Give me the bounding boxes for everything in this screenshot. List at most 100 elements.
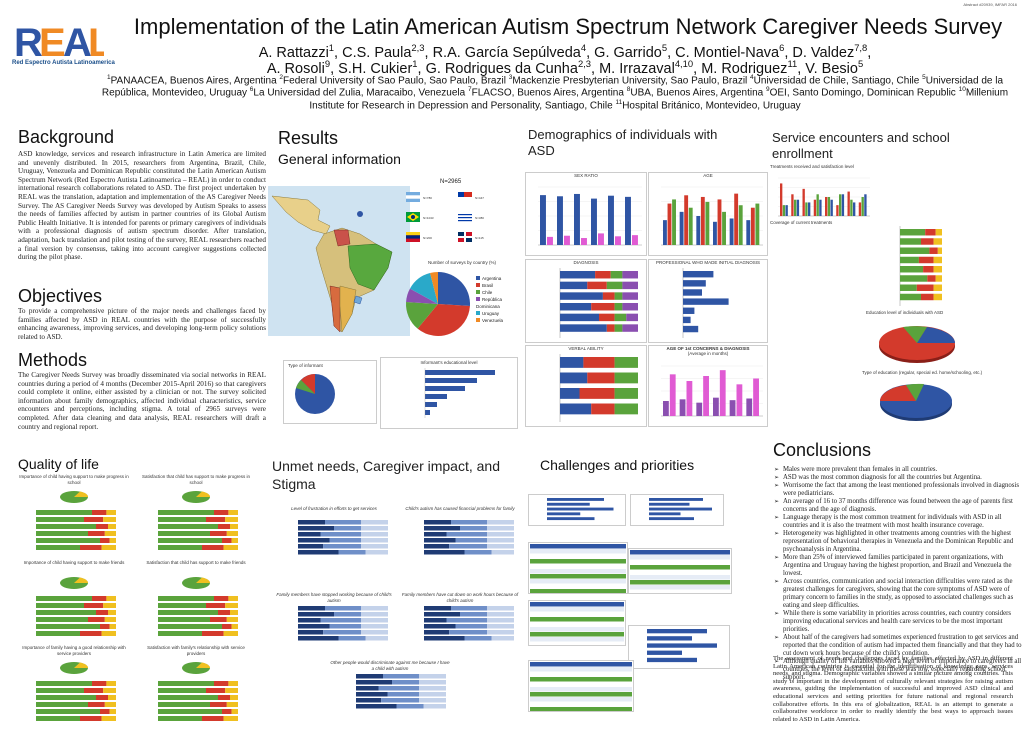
qol-bar	[158, 517, 206, 522]
qol-bar	[158, 538, 222, 543]
unmet-bar	[423, 704, 446, 709]
qol-bar	[36, 617, 88, 622]
unmet-bar	[455, 624, 487, 629]
bar	[861, 197, 864, 216]
qol-chart-title: Importance of child having support to ma…	[19, 474, 129, 485]
conclusion-item: ASD was the most common diagnosis for al…	[774, 474, 1023, 482]
qol-bar	[106, 596, 116, 601]
author-name: A. Rosoli	[266, 60, 325, 77]
bar	[598, 233, 604, 245]
bar	[632, 235, 638, 245]
logo-caption: Red Espectro Autista Latinoamerica	[12, 60, 115, 66]
qol-bar	[226, 617, 238, 622]
age-title: AGE	[703, 173, 713, 178]
author-affiliation-number: 7,8	[854, 42, 868, 53]
bar-segment	[614, 313, 627, 322]
table-row	[530, 544, 626, 549]
bar	[581, 238, 587, 245]
unmet-bar	[378, 686, 419, 691]
svg-text:N=115: N=115	[475, 236, 484, 240]
table-row	[630, 585, 730, 590]
unmet-bar	[424, 612, 460, 617]
unmet-chart: Child's autism has caused financial prob…	[398, 506, 522, 568]
unmet-chart: Other people would discriminate against …	[330, 660, 450, 722]
bar-segment	[560, 357, 584, 368]
challenge-bar	[649, 502, 690, 506]
informant-type-pie	[295, 374, 335, 414]
legend-item: Uruguay	[476, 310, 526, 317]
qol-pie-slice	[196, 662, 211, 668]
unmet-bar	[460, 612, 487, 617]
bar-segment	[560, 313, 599, 322]
qol-bar	[106, 510, 116, 515]
qol-bar	[214, 681, 229, 686]
bar-segment	[591, 403, 615, 415]
bar	[705, 201, 710, 245]
bar-segment	[683, 307, 695, 314]
bar-segment	[606, 324, 615, 332]
bar-segment	[614, 403, 638, 415]
bar	[574, 193, 580, 245]
unmet-bar	[323, 630, 361, 635]
qol-bar	[109, 538, 116, 543]
bar	[827, 197, 831, 216]
qol-bar	[158, 702, 210, 707]
challenges-bar-chart	[628, 625, 730, 669]
unmet-bar	[356, 698, 382, 703]
unmet-bar	[356, 674, 383, 679]
qol-bar	[158, 688, 206, 693]
bar	[839, 194, 842, 216]
age-chart	[661, 186, 763, 246]
unmet-bar	[449, 544, 487, 549]
unmet-bar	[361, 532, 388, 537]
unmet-bar	[491, 550, 514, 555]
unmet-bar	[392, 680, 419, 685]
bar-segment	[614, 357, 638, 368]
bar	[591, 198, 597, 245]
qol-bar	[210, 702, 227, 707]
unmet-bar	[464, 550, 492, 555]
table-row	[530, 569, 626, 574]
author-affiliation-number: 2,3	[411, 42, 425, 53]
author-name: G. Garrido	[594, 44, 662, 61]
diagnosis-chart	[559, 268, 638, 338]
conclusion-item: About half of the caregivers had sometim…	[774, 634, 1023, 658]
qol-bar	[101, 631, 116, 636]
unmet-bar	[424, 624, 456, 629]
svg-text:N=380: N=380	[475, 216, 484, 220]
unmet-bar	[361, 520, 388, 525]
unmet-bar	[356, 680, 392, 685]
bar-segment	[560, 372, 588, 384]
informant-education-panel: Informant's educational level	[380, 357, 518, 429]
legend-swatch	[476, 283, 480, 287]
bar	[794, 199, 797, 216]
service-charts: Treatments received and satisfaction lev…	[770, 164, 1016, 426]
affiliation-number: 2	[279, 74, 284, 81]
bar	[696, 402, 703, 416]
bar-segment	[927, 275, 936, 282]
informant-education-title: Informant's educational level	[420, 360, 478, 365]
bar-segment	[622, 324, 638, 332]
results-subheading: General information	[278, 151, 401, 167]
affiliation-number: 9	[765, 86, 770, 94]
unmet-bar	[361, 618, 388, 623]
bar	[841, 194, 845, 216]
svg-text:N=447: N=447	[475, 196, 484, 200]
qol-bar	[88, 531, 105, 536]
unmet-heading: Unmet needs, Caregiver impact, and Stigm…	[272, 458, 500, 492]
affiliation-text: Millenium Institute for Research in Depr…	[309, 87, 1009, 111]
bar	[669, 374, 676, 416]
unmet-bar	[298, 550, 339, 555]
qol-bar	[80, 716, 102, 721]
qol-bar	[101, 716, 116, 721]
unmet-bar	[419, 692, 446, 697]
bar	[734, 193, 739, 245]
unmet-bar	[487, 630, 514, 635]
bar	[816, 194, 819, 216]
bar	[672, 199, 676, 245]
legend-item: Brasil	[476, 282, 526, 289]
unmet-bar	[487, 612, 514, 617]
bar-segment	[900, 256, 919, 264]
bar	[696, 216, 701, 245]
challenge-bar	[547, 502, 590, 506]
